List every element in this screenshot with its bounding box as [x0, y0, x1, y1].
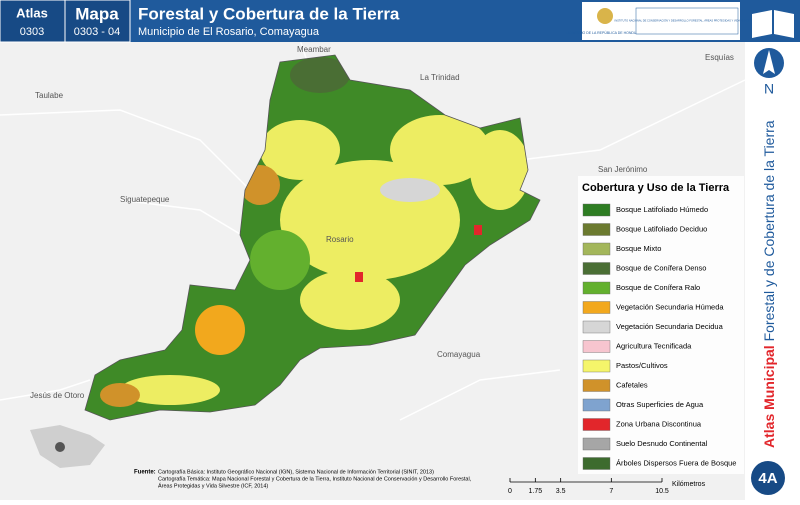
scale-tick-label: 0 — [508, 488, 512, 495]
legend-swatch — [582, 398, 611, 412]
legend-swatch — [582, 203, 611, 217]
map-box — [64, 0, 131, 43]
place-label: Comayagua — [437, 350, 481, 359]
logo-right-box — [635, 7, 739, 35]
logo-right: INSTITUTO NACIONAL DE CONSERVACIÓN Y DES… — [614, 18, 759, 23]
place-label: Taulabe — [35, 91, 64, 100]
legend-label: Bosque de Conífera Ralo — [616, 283, 700, 292]
legend-label: Bosque Latifoliado Húmedo — [616, 205, 708, 214]
badge-circle — [751, 461, 785, 495]
badge: 4A — [758, 470, 777, 487]
legend-label: Árboles Dispersos Fuera de Bosque — [616, 458, 736, 467]
legend-swatch — [582, 281, 611, 295]
locator-dot — [55, 442, 65, 452]
map-code: 0303 - 04 — [74, 26, 120, 38]
source-line: Áreas Protegidas y Vida Silvestre (ICF, … — [158, 482, 268, 489]
legend-swatch — [582, 320, 611, 334]
legend-swatch — [582, 223, 611, 236]
scale-tick-label: 3.5 — [556, 488, 566, 495]
legend-label: Suelo Desnudo Continental — [616, 439, 708, 448]
place-label: Esquías — [705, 53, 734, 62]
sources-label: Fuente: — [134, 470, 156, 476]
source-line: Cartografía Temática: Mapa Nacional Fore… — [158, 476, 472, 482]
atlas-code: 0303 — [20, 26, 44, 38]
side-title-normal: Forestal y de Cobertura de la Tierra — [761, 120, 777, 341]
logo-left: GOBIERNO DE LA REPÚBLICA DE HONDURAS — [566, 31, 644, 35]
map-label: Mapa — [75, 4, 119, 23]
legend-label: Vegetación Secundaria Húmeda — [616, 302, 724, 311]
legend-label: Bosque Mixto — [616, 244, 661, 253]
title: Forestal y Cobertura de la Tierra — [138, 4, 400, 23]
subtitle: Municipio de El Rosario, Comayagua — [138, 26, 320, 38]
legend-swatch — [582, 437, 611, 451]
legend-swatch — [582, 340, 611, 353]
legend-label: Bosque Latifoliado Deciduo — [616, 224, 707, 233]
legend-label: Pastos/Cultivos — [616, 361, 668, 370]
place-label: Siguatepeque — [120, 195, 170, 204]
logo-emblem — [597, 8, 613, 24]
legend-swatch — [582, 457, 611, 470]
legend-label: Bosque de Conífera Denso — [616, 263, 706, 272]
legend-swatch — [582, 301, 611, 314]
legend-title: Cobertura y Uso de la Tierra — [582, 182, 730, 194]
locator-map — [30, 425, 105, 468]
book-icon — [752, 10, 794, 38]
side-title: Atlas Municipal Forestal y de Cobertura … — [761, 120, 777, 448]
north-arrow — [763, 50, 775, 74]
legend-swatch — [582, 379, 611, 392]
place-label: La Trinidad — [420, 73, 460, 82]
scale-unit: Kilómetros — [672, 481, 706, 488]
legend-swatch — [582, 418, 611, 431]
side-title-bold: Atlas Municipal — [761, 345, 777, 448]
atlas-label: Atlas — [16, 5, 48, 20]
scale-tick-label: 10.5 — [655, 488, 669, 495]
place-label: Meambar — [297, 45, 331, 54]
sources: Cartografía Básica: Instituto Geográfico… — [158, 469, 472, 489]
legend-label: Otras Superficies de Agua — [616, 400, 704, 409]
place-label: Rosario — [326, 235, 354, 244]
place-labels: Meambar La Trinidad Esquías Taulabe San … — [30, 45, 734, 400]
place-label: Jesús de Otoro — [30, 391, 85, 400]
legend-swatch — [582, 359, 611, 373]
legend-label: Cafetales — [616, 380, 648, 389]
scale-tick-label: 1.75 — [529, 488, 543, 495]
legend-label: Agricultura Tecnificada — [616, 341, 692, 350]
legend-swatch — [582, 262, 611, 275]
legend-label: Vegetación Secundaria Decidua — [616, 322, 724, 331]
legend-swatch — [582, 242, 611, 256]
legend-label: Zona Urbana Discontinua — [616, 419, 702, 428]
side-panel — [745, 42, 800, 500]
place-label: San Jerónimo — [598, 165, 648, 174]
source-line: Cartografía Básica: Instituto Geográfico… — [158, 469, 434, 475]
north-label: N — [764, 81, 774, 97]
roads — [0, 39, 746, 421]
municipality-outline — [84, 54, 541, 421]
legend-items: Bosque Latifoliado Húmedo Bosque Latifoli… — [582, 203, 736, 470]
scale-tick-label: 7 — [609, 488, 613, 495]
